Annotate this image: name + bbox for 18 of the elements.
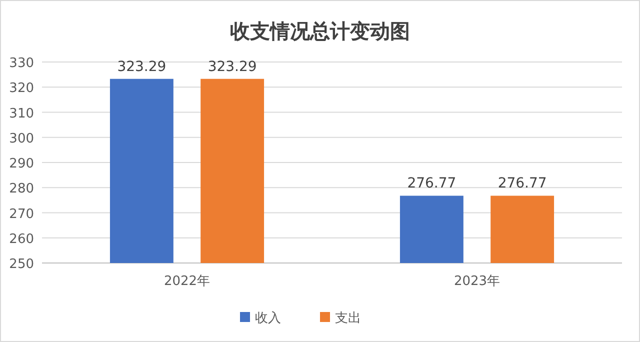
chart-title: 收支情况总计变动图 — [230, 19, 410, 43]
data-label: 276.77 — [407, 176, 456, 192]
data-label: 276.77 — [498, 176, 547, 192]
x-tick-label: 2022年 — [164, 274, 210, 289]
y-tick-label: 260 — [9, 232, 34, 247]
legend-label: 收入 — [255, 311, 281, 326]
x-tick-label: 2023年 — [454, 274, 500, 289]
y-tick-label: 270 — [9, 206, 34, 222]
y-tick-label: 290 — [9, 156, 34, 172]
data-label: 323.29 — [117, 58, 166, 75]
y-tick-label: 300 — [9, 131, 34, 146]
y-tick-label: 310 — [9, 106, 34, 122]
y-tick-label: 330 — [9, 56, 34, 71]
y-tick-label: 280 — [9, 182, 34, 197]
y-tick-label: 250 — [9, 257, 34, 272]
data-label: 323.29 — [208, 58, 257, 75]
y-tick-label: 320 — [9, 81, 34, 96]
legend-label: 支出 — [335, 311, 361, 326]
